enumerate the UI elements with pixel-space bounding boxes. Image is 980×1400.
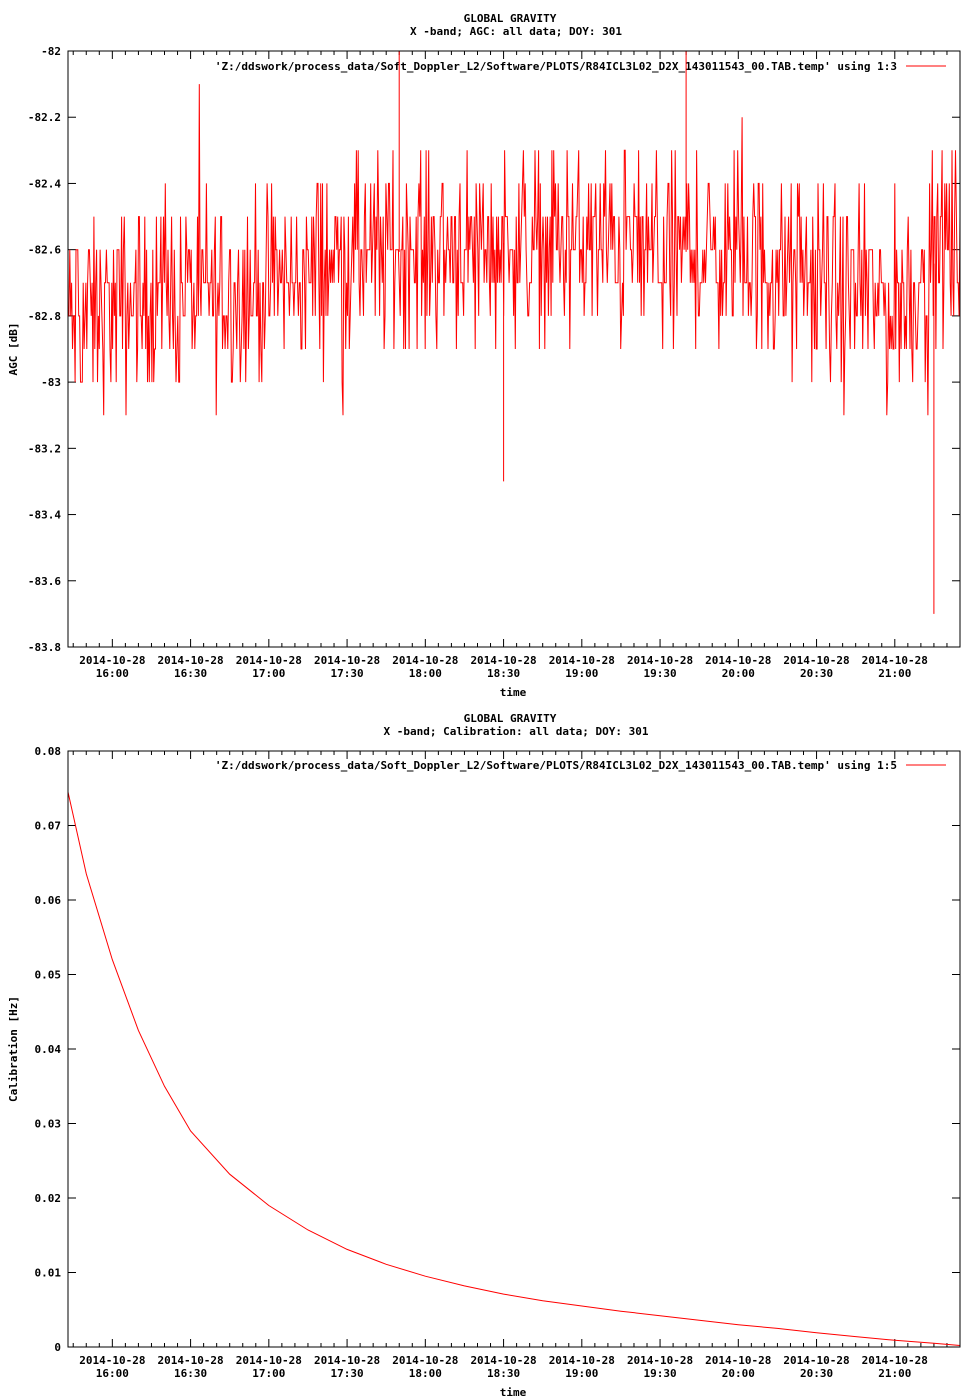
- x-tick-date-label: 2014-10-28: [549, 1354, 615, 1367]
- y-tick-label: -82: [41, 45, 61, 58]
- y-tick-label: 0.08: [35, 745, 62, 758]
- x-tick-date-label: 2014-10-28: [627, 654, 693, 667]
- calibration-ticks: 0 0.01 0.02 0.03 0.04 0.05 0.06 0.07 0.08 2014-10…: [35, 745, 961, 1380]
- x-tick-time-label: 20:30: [800, 667, 833, 680]
- agc-legend-label: 'Z:/ddswork/process_data/Soft_Doppler_L2…: [215, 60, 897, 73]
- y-tick-label: 0.04: [35, 1043, 62, 1056]
- agc-chart: GLOBAL GRAVITY X -band; AGC: all data; D…: [7, 12, 961, 699]
- x-tick-time-label: 17:30: [331, 667, 364, 680]
- x-tick-date-label: 2014-10-28: [392, 1354, 458, 1367]
- y-tick-label: -82.8: [28, 310, 61, 323]
- y-tick-label: 0.07: [35, 820, 62, 833]
- y-tick-label: -83.2: [28, 442, 61, 455]
- agc-plot-frame: [67, 50, 961, 648]
- x-tick-time-label: 19:30: [643, 1367, 676, 1380]
- x-tick-time-label: 16:30: [174, 1367, 207, 1380]
- x-tick-time-label: 20:00: [722, 1367, 755, 1380]
- agc-x-axis-label: time: [500, 686, 527, 699]
- x-tick-date-label: 2014-10-28: [862, 1354, 928, 1367]
- x-tick-date-label: 2014-10-28: [470, 1354, 536, 1367]
- y-tick-label: -82.4: [28, 177, 61, 190]
- x-tick-date-label: 2014-10-28: [862, 654, 928, 667]
- calibration-chart-subtitle: X -band; Calibration: all data; DOY: 301: [384, 725, 649, 738]
- x-tick-date-label: 2014-10-28: [314, 654, 380, 667]
- x-tick-time-label: 19:00: [565, 667, 598, 680]
- y-tick-label: -83.8: [28, 641, 61, 654]
- x-tick-date-label: 2014-10-28: [157, 654, 223, 667]
- x-tick-time-label: 18:00: [409, 1367, 442, 1380]
- calibration-chart: GLOBAL GRAVITY X -band; Calibration: all…: [7, 712, 961, 1399]
- x-tick-date-label: 2014-10-28: [783, 1354, 849, 1367]
- calibration-curve: [67, 791, 961, 1346]
- y-tick-label: 0.01: [35, 1267, 62, 1280]
- agc-series-line: [68, 51, 961, 614]
- agc-ticks: -82 -82.2 -82.4 -82.6 -82.8 -83 -83.2 -83.4 -83.…: [28, 45, 961, 680]
- x-tick-time-label: 17:00: [252, 1367, 285, 1380]
- x-tick-date-label: 2014-10-28: [157, 1354, 223, 1367]
- x-tick-date-label: 2014-10-28: [392, 654, 458, 667]
- x-tick-date-label: 2014-10-28: [627, 1354, 693, 1367]
- x-tick-time-label: 16:00: [96, 667, 129, 680]
- y-tick-label: 0.06: [35, 894, 62, 907]
- x-tick-date-label: 2014-10-28: [705, 654, 771, 667]
- x-tick-date-label: 2014-10-28: [705, 1354, 771, 1367]
- y-tick-label: -82.6: [28, 244, 61, 257]
- x-tick-time-label: 16:00: [96, 1367, 129, 1380]
- x-tick-time-label: 16:30: [174, 667, 207, 680]
- y-tick-label: 0: [54, 1341, 61, 1354]
- x-tick-time-label: 18:30: [487, 667, 520, 680]
- calibration-legend-label: 'Z:/ddswork/process_data/Soft_Doppler_L2…: [215, 759, 897, 772]
- x-tick-date-label: 2014-10-28: [549, 654, 615, 667]
- x-tick-time-label: 20:00: [722, 667, 755, 680]
- y-tick-label: 0.02: [35, 1192, 62, 1205]
- x-tick-time-label: 19:30: [643, 667, 676, 680]
- y-tick-label: 0.03: [35, 1118, 62, 1131]
- x-tick-date-label: 2014-10-28: [314, 1354, 380, 1367]
- x-tick-time-label: 18:00: [409, 667, 442, 680]
- x-tick-time-label: 21:00: [878, 667, 911, 680]
- agc-chart-subtitle: X -band; AGC: all data; DOY: 301: [410, 25, 622, 38]
- x-tick-date-label: 2014-10-28: [783, 654, 849, 667]
- x-tick-time-label: 20:30: [800, 1367, 833, 1380]
- y-tick-label: -83.6: [28, 575, 61, 588]
- x-tick-time-label: 17:00: [252, 667, 285, 680]
- x-tick-date-label: 2014-10-28: [79, 1354, 145, 1367]
- x-tick-time-label: 17:30: [331, 1367, 364, 1380]
- x-tick-date-label: 2014-10-28: [236, 654, 302, 667]
- x-tick-time-label: 19:00: [565, 1367, 598, 1380]
- x-tick-date-label: 2014-10-28: [236, 1354, 302, 1367]
- calibration-series-line: [67, 791, 961, 1346]
- agc-chart-title: GLOBAL GRAVITY: [464, 12, 557, 25]
- calibration-plot-frame: [67, 750, 961, 1348]
- y-tick-label: 0.05: [35, 969, 62, 982]
- y-tick-label: -83.4: [28, 509, 61, 522]
- calibration-chart-title: GLOBAL GRAVITY: [464, 712, 557, 725]
- agc-y-axis-label: AGC [dB]: [7, 323, 20, 376]
- calibration-y-axis-label: Calibration [Hz]: [7, 996, 20, 1102]
- y-tick-label: -83: [41, 376, 61, 389]
- x-tick-date-label: 2014-10-28: [470, 654, 536, 667]
- calibration-x-axis-label: time: [500, 1386, 527, 1399]
- x-tick-time-label: 21:00: [878, 1367, 911, 1380]
- x-tick-date-label: 2014-10-28: [79, 654, 145, 667]
- x-tick-time-label: 18:30: [487, 1367, 520, 1380]
- y-tick-label: -82.2: [28, 111, 61, 124]
- agc-trace: [68, 51, 961, 614]
